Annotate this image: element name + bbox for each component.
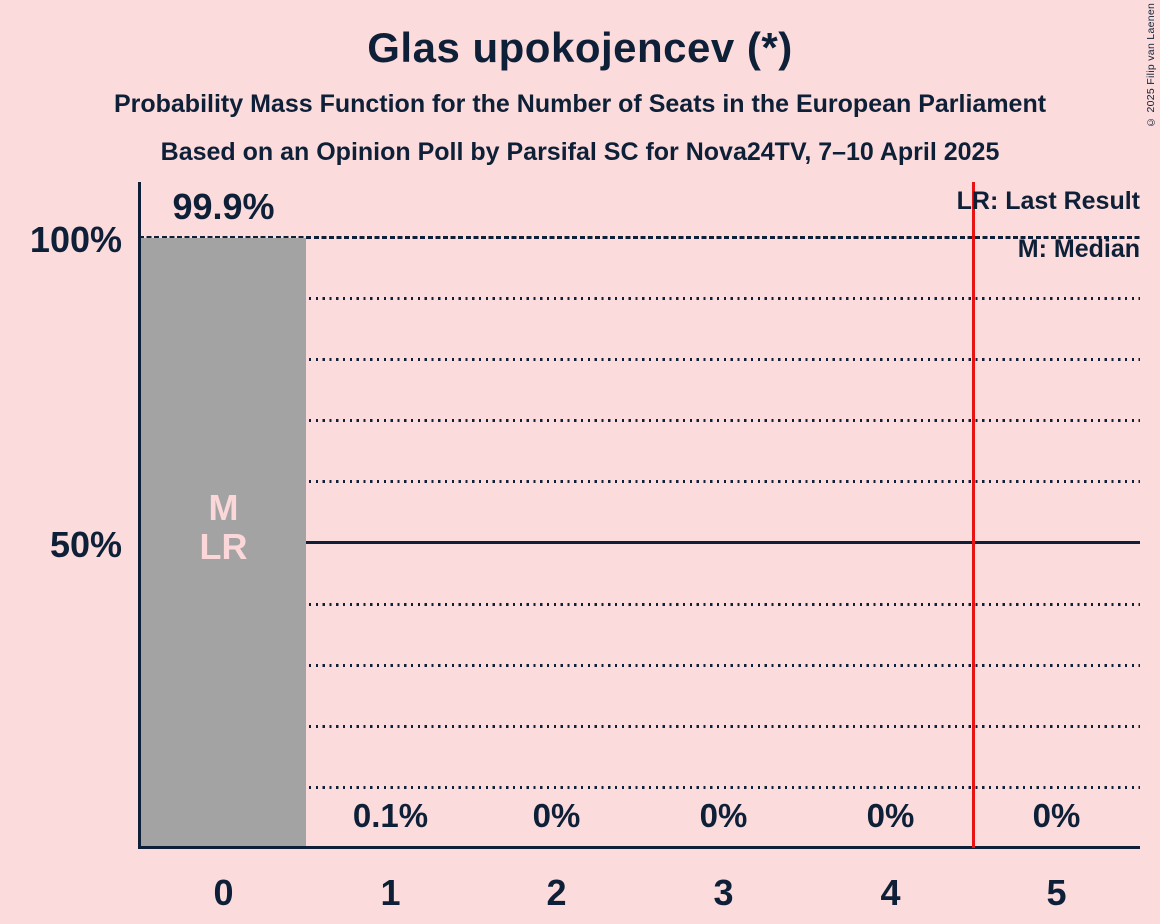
- value-label-0: 99.9%: [172, 186, 275, 227]
- legend-last-result: LR: Last Result: [956, 187, 1140, 215]
- reference-line: [972, 182, 975, 848]
- gridline-70pct: [139, 419, 1140, 422]
- page-title: Glas upokojencev (*): [367, 24, 793, 71]
- chart-subtitle: Probability Mass Function for the Number…: [113, 90, 1047, 118]
- copyright-notice: © 2025 Filip van Laenen: [1145, 2, 1157, 128]
- x-tick-label-1: 1: [380, 872, 401, 913]
- chart-source-line: Based on an Opinion Poll by Parsifal SC …: [160, 138, 1000, 166]
- value-label-1: 0.1%: [352, 797, 429, 834]
- x-axis-line: [138, 846, 1140, 849]
- gridline-40pct: [139, 603, 1140, 606]
- gridline-90pct: [139, 297, 1140, 300]
- gridline-60pct: [139, 480, 1140, 483]
- x-tick-label-0: 0: [213, 872, 234, 913]
- y-tick-label-50: 50%: [49, 524, 122, 565]
- gridline-10pct: [139, 786, 1140, 789]
- gridline-50pct: [139, 541, 1140, 544]
- x-tick-label-4: 4: [880, 872, 901, 913]
- median-marker: M: [208, 487, 239, 528]
- value-label-5: 0%: [1032, 797, 1081, 834]
- legend-median: M: Median: [1017, 235, 1140, 263]
- x-tick-label-3: 3: [713, 872, 734, 913]
- y-tick-label-100: 100%: [29, 219, 122, 260]
- gridline-30pct: [139, 664, 1140, 667]
- value-label-2: 0%: [532, 797, 581, 834]
- y-axis-line: [138, 182, 141, 849]
- gridline-20pct: [139, 725, 1140, 728]
- median-last-result-markers: M LR: [140, 488, 307, 566]
- gridline-80pct: [139, 358, 1140, 361]
- x-tick-label-2: 2: [546, 872, 567, 913]
- value-label-3: 0%: [699, 797, 748, 834]
- gridline-100pct: [139, 236, 1140, 239]
- x-tick-label-5: 5: [1046, 872, 1067, 913]
- value-label-4: 0%: [866, 797, 915, 834]
- pmf-bar-0: [141, 237, 306, 847]
- last-result-marker: LR: [199, 526, 248, 567]
